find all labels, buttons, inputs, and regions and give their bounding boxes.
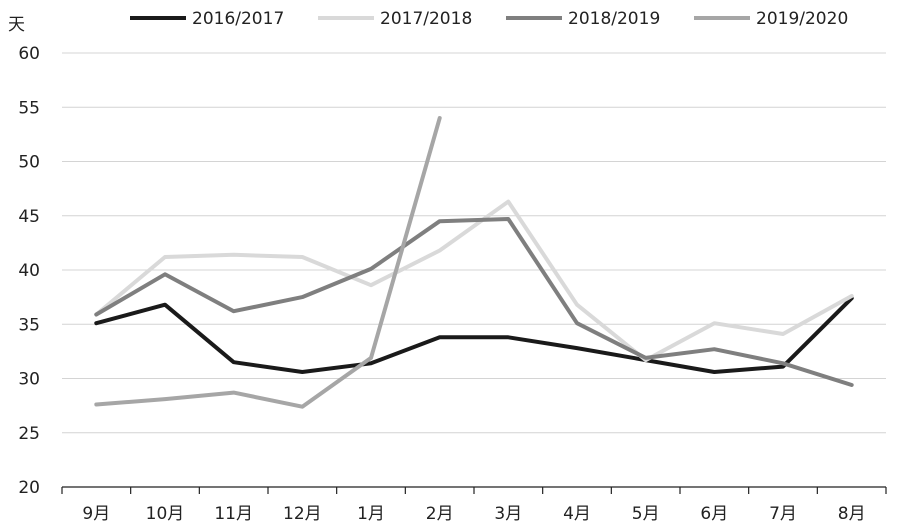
x-axis: 9月 10月 11月 12月 1月 2月 3月 4月 5月 6月 7月 8月 — [61, 486, 887, 524]
y-tick-label: 35 — [18, 315, 40, 335]
legend-item: 2017/2018 — [318, 9, 472, 29]
legend-item: 2016/2017 — [130, 9, 284, 29]
legend-label: 2017/2018 — [380, 9, 472, 29]
series-line-2016-2017 — [94, 296, 854, 374]
legend-item: 2019/2020 — [694, 9, 848, 29]
x-tick-label: 4月 — [563, 504, 591, 524]
x-tick-label: 2月 — [426, 504, 454, 524]
y-tick-label: 30 — [18, 370, 40, 390]
x-tick-label: 5月 — [632, 504, 660, 524]
y-tick-label: 40 — [18, 261, 40, 281]
x-tick-label: 12月 — [283, 504, 322, 524]
legend-item: 2018/2019 — [506, 9, 660, 29]
y-tick-label: 50 — [18, 153, 40, 173]
grid — [62, 52, 886, 434]
y-tick-label: 45 — [18, 207, 40, 227]
series-line-2019-2020 — [94, 116, 442, 409]
legend-label: 2018/2019 — [568, 9, 660, 29]
x-tick-label: 1月 — [357, 504, 385, 524]
x-tick-label: 10月 — [146, 504, 185, 524]
y-tick-label: 60 — [18, 44, 40, 64]
series-line-2018-2019 — [94, 217, 854, 387]
x-tick-label: 11月 — [214, 504, 253, 524]
x-tick-label: 7月 — [769, 504, 797, 524]
x-tick-label: 9月 — [82, 504, 110, 524]
legend: 2016/2017 2017/2018 2018/2019 2019/2020 — [130, 9, 848, 29]
legend-label: 2019/2020 — [756, 9, 848, 29]
series-line-2017-2018 — [94, 199, 854, 363]
y-tick-label: 25 — [18, 424, 40, 444]
series-lines — [94, 116, 854, 409]
legend-label: 2016/2017 — [192, 9, 284, 29]
y-axis-unit-label: 天 — [8, 15, 25, 35]
y-tick-label: 55 — [18, 98, 40, 118]
x-tick-label: 8月 — [838, 504, 866, 524]
x-tick-label: 3月 — [494, 504, 522, 524]
y-tick-label: 20 — [18, 478, 40, 498]
x-tick-label: 6月 — [700, 504, 728, 524]
y-axis: 天 20 25 30 35 40 45 50 55 60 — [8, 15, 40, 498]
